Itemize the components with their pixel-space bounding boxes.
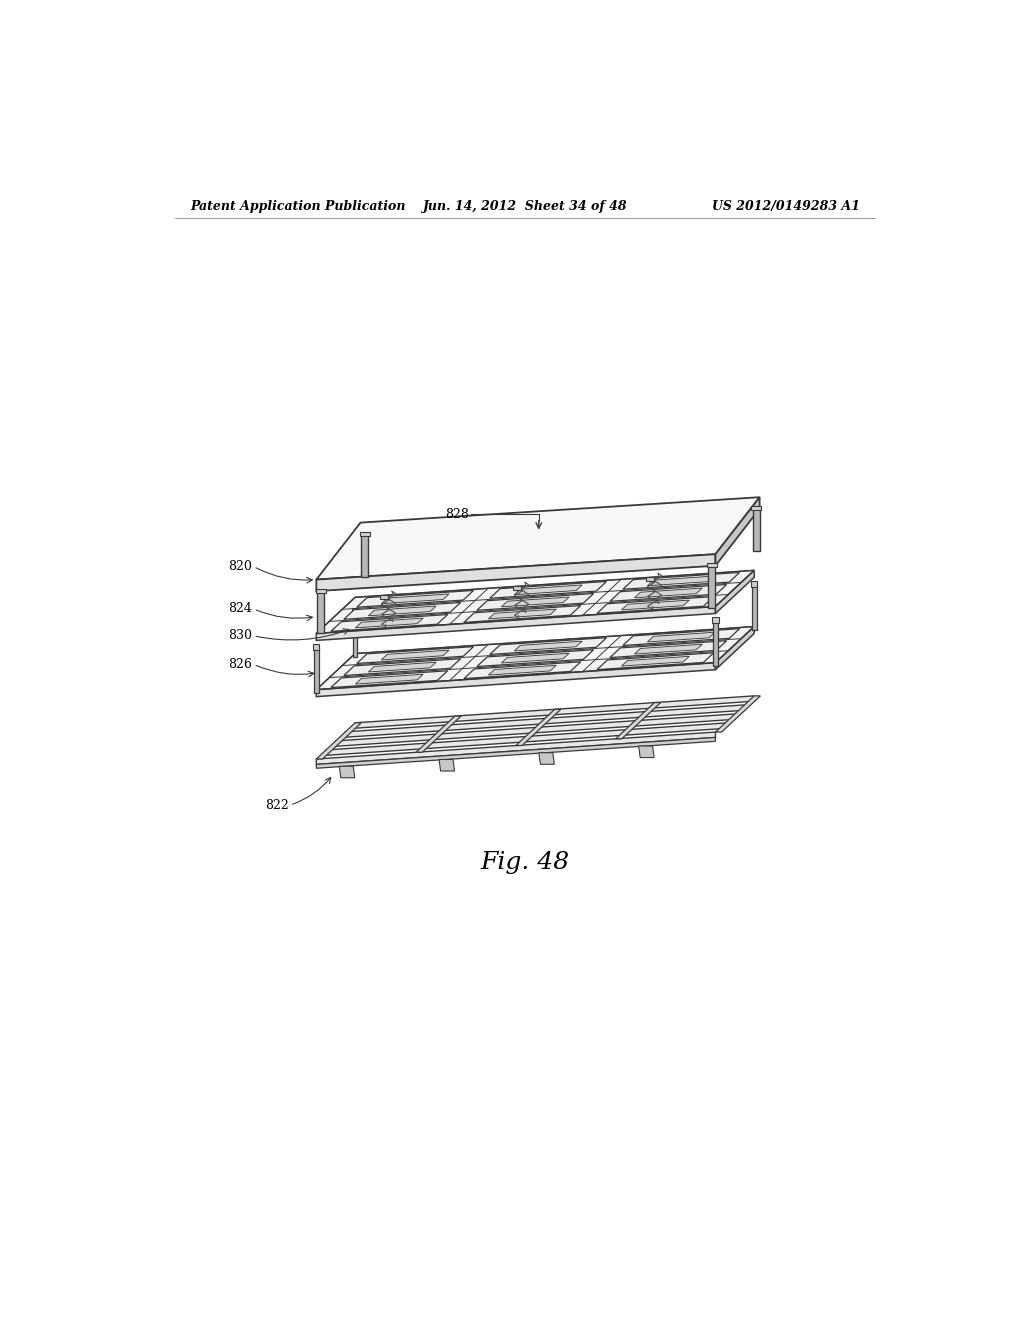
- Text: Fig. 48: Fig. 48: [480, 851, 569, 874]
- Polygon shape: [331, 615, 447, 631]
- Polygon shape: [713, 618, 719, 623]
- Polygon shape: [313, 644, 319, 649]
- Polygon shape: [610, 640, 727, 657]
- Text: Patent Application Publication: Patent Application Publication: [190, 199, 406, 213]
- Polygon shape: [751, 507, 761, 511]
- Polygon shape: [539, 752, 554, 764]
- Polygon shape: [316, 723, 361, 759]
- Polygon shape: [489, 581, 606, 598]
- Polygon shape: [331, 671, 447, 688]
- Text: Jun. 14, 2012  Sheet 34 of 48: Jun. 14, 2012 Sheet 34 of 48: [423, 199, 627, 213]
- Polygon shape: [336, 714, 735, 746]
- Polygon shape: [752, 585, 757, 630]
- Polygon shape: [369, 663, 436, 672]
- Polygon shape: [355, 675, 423, 684]
- Polygon shape: [622, 656, 689, 667]
- Polygon shape: [622, 601, 689, 610]
- Polygon shape: [514, 642, 582, 651]
- Polygon shape: [439, 759, 455, 771]
- Polygon shape: [707, 564, 717, 568]
- Polygon shape: [516, 709, 561, 746]
- Polygon shape: [359, 532, 370, 536]
- Polygon shape: [369, 606, 436, 616]
- Polygon shape: [709, 566, 716, 609]
- Polygon shape: [610, 585, 727, 602]
- Polygon shape: [361, 535, 369, 577]
- Polygon shape: [464, 606, 581, 623]
- Polygon shape: [345, 705, 744, 738]
- Polygon shape: [316, 627, 755, 689]
- Polygon shape: [355, 696, 755, 729]
- Polygon shape: [635, 644, 702, 653]
- Polygon shape: [623, 628, 739, 645]
- Polygon shape: [713, 620, 718, 665]
- Polygon shape: [488, 665, 556, 675]
- Polygon shape: [639, 746, 654, 758]
- Polygon shape: [597, 597, 714, 614]
- Polygon shape: [597, 653, 714, 669]
- Polygon shape: [716, 498, 760, 566]
- Polygon shape: [464, 661, 581, 678]
- Polygon shape: [326, 723, 725, 755]
- Polygon shape: [502, 653, 569, 663]
- Polygon shape: [488, 609, 556, 619]
- Polygon shape: [356, 647, 473, 664]
- Polygon shape: [316, 738, 716, 768]
- Polygon shape: [355, 618, 423, 628]
- Polygon shape: [381, 651, 449, 660]
- Polygon shape: [352, 611, 357, 656]
- Polygon shape: [623, 573, 739, 589]
- Text: 826: 826: [228, 657, 252, 671]
- Polygon shape: [489, 638, 606, 655]
- Polygon shape: [314, 647, 318, 693]
- Polygon shape: [380, 595, 388, 598]
- Polygon shape: [317, 591, 324, 634]
- Polygon shape: [352, 609, 358, 614]
- Polygon shape: [502, 597, 569, 607]
- Polygon shape: [316, 733, 716, 764]
- Polygon shape: [716, 696, 761, 733]
- Text: 820: 820: [228, 560, 252, 573]
- Polygon shape: [316, 570, 755, 634]
- Polygon shape: [647, 576, 715, 586]
- Polygon shape: [716, 570, 755, 614]
- Polygon shape: [356, 590, 473, 607]
- Polygon shape: [753, 508, 760, 552]
- Polygon shape: [513, 586, 521, 590]
- Polygon shape: [316, 607, 716, 640]
- Polygon shape: [315, 589, 326, 593]
- Polygon shape: [344, 659, 461, 676]
- Text: 822: 822: [264, 799, 289, 812]
- Polygon shape: [344, 602, 461, 619]
- Polygon shape: [316, 554, 716, 591]
- Text: 828: 828: [445, 508, 469, 520]
- Polygon shape: [381, 594, 449, 603]
- Polygon shape: [615, 702, 660, 739]
- Polygon shape: [716, 627, 755, 669]
- Polygon shape: [477, 649, 594, 667]
- Text: 824: 824: [228, 602, 252, 615]
- Polygon shape: [339, 766, 354, 777]
- Polygon shape: [647, 632, 715, 642]
- Polygon shape: [477, 594, 594, 610]
- Polygon shape: [416, 715, 461, 752]
- Polygon shape: [635, 587, 702, 598]
- Polygon shape: [316, 498, 760, 579]
- Polygon shape: [514, 585, 582, 595]
- Polygon shape: [646, 577, 654, 581]
- Polygon shape: [316, 663, 716, 697]
- Text: US 2012/0149283 A1: US 2012/0149283 A1: [712, 199, 859, 213]
- Text: 830: 830: [228, 630, 252, 643]
- Polygon shape: [751, 581, 758, 586]
